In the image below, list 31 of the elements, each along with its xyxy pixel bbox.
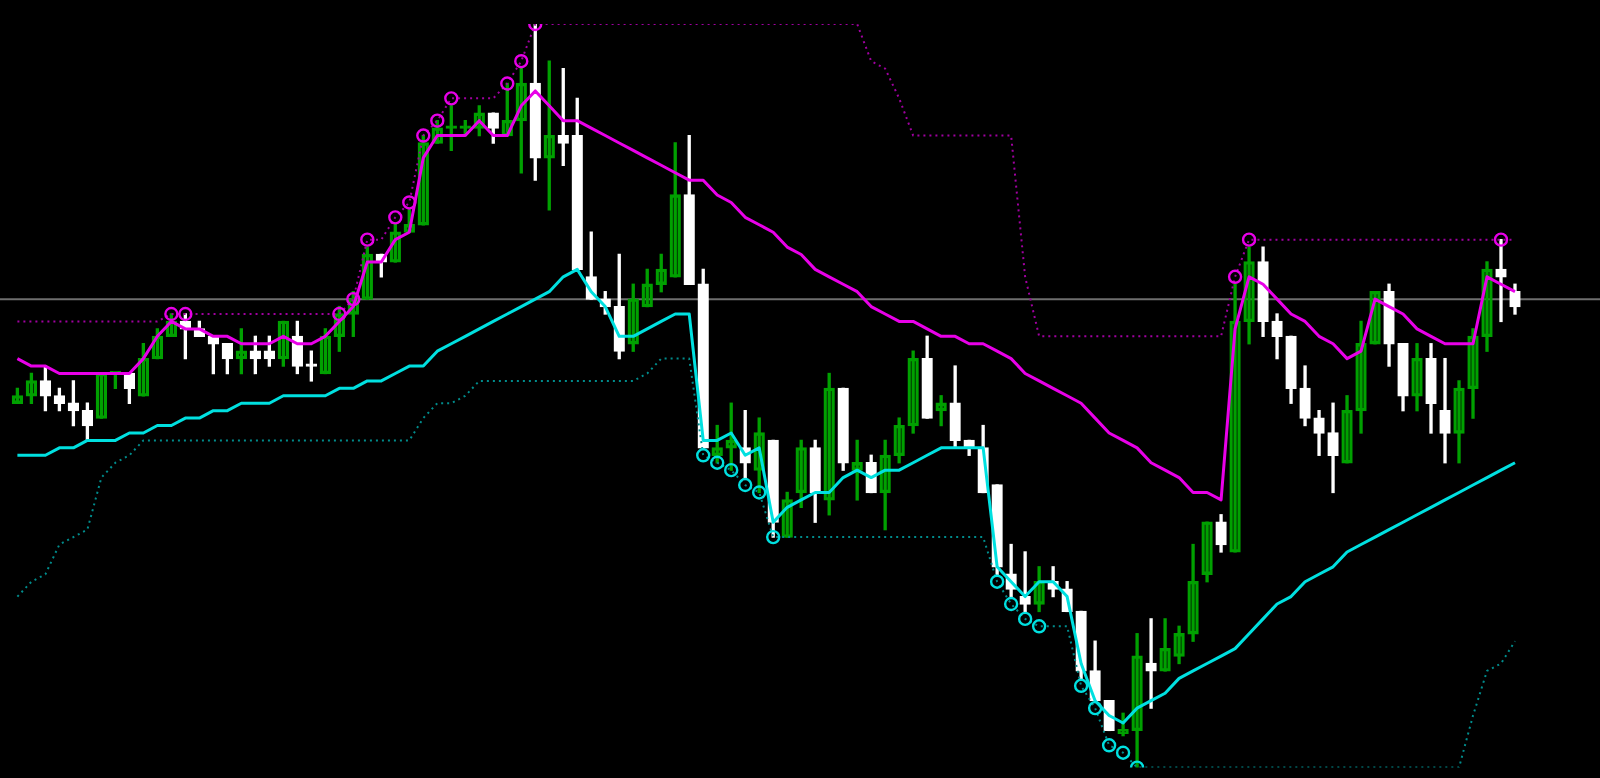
- point: [500, 76, 515, 91]
- point: [360, 232, 375, 247]
- point: [514, 53, 529, 69]
- point: [164, 306, 179, 322]
- point: [724, 462, 739, 478]
- point: [444, 91, 459, 106]
- point: [430, 113, 445, 128]
- point: [178, 306, 193, 322]
- point: [752, 485, 767, 500]
- point: [402, 195, 417, 210]
- point: [1087, 700, 1103, 716]
- point: [346, 291, 361, 307]
- point: [1031, 619, 1047, 634]
- point: [388, 210, 403, 225]
- point: [1227, 269, 1243, 285]
- point: [989, 574, 1005, 589]
- point: [1017, 611, 1033, 627]
- point: [416, 128, 431, 143]
- point: [1073, 678, 1089, 693]
- candlestick: [1145, 618, 1157, 709]
- point: [696, 448, 711, 463]
- point: [332, 306, 347, 322]
- point: [738, 477, 753, 493]
- point: [1115, 745, 1131, 760]
- point: [1493, 232, 1509, 247]
- point: [1101, 738, 1117, 753]
- candlestick: [1439, 357, 1451, 464]
- point: [1241, 232, 1257, 247]
- point: [1003, 596, 1019, 612]
- point: [766, 529, 781, 545]
- point: [710, 455, 725, 470]
